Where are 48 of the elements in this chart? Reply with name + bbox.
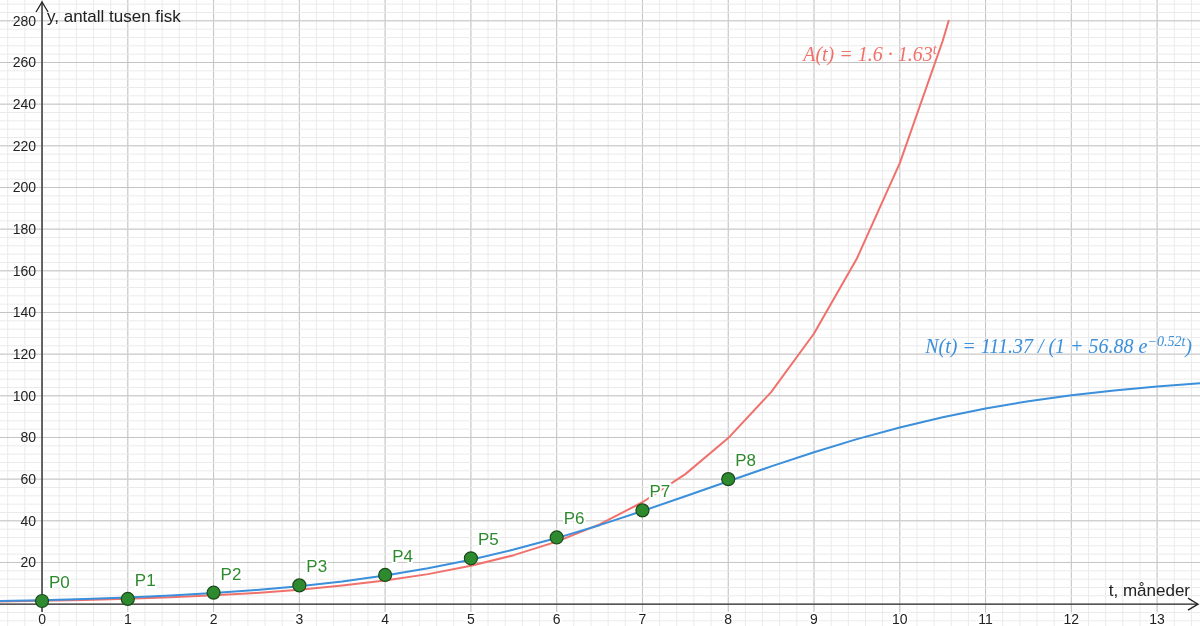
x-tick-label: 7 xyxy=(638,611,647,626)
series-label: N(t) = 111.37 / (1 + 56.88 e$^{−0.52t}$) xyxy=(924,333,1193,359)
y-tick-label: 200 xyxy=(12,179,37,196)
y-tick-label: 40 xyxy=(20,512,37,529)
y-tick-label: 280 xyxy=(12,12,37,29)
y-tick-label: 20 xyxy=(20,554,37,571)
x-tick-label: 3 xyxy=(295,611,304,626)
y-tick-label: 140 xyxy=(12,304,37,321)
annotation: P6 xyxy=(563,509,585,529)
y-tick-label: 220 xyxy=(12,137,37,154)
annotation: P1 xyxy=(134,570,156,590)
y-tick-label: 240 xyxy=(12,96,37,113)
annotation: P0 xyxy=(49,573,70,592)
point xyxy=(635,503,650,518)
y-tick-label: 160 xyxy=(12,262,37,279)
series-label: A(t) = 1.6 · 1.63$^{t}$ xyxy=(801,41,938,66)
point xyxy=(206,585,221,600)
x-tick-label: 12 xyxy=(1063,611,1080,626)
y-tick-label: 180 xyxy=(12,221,37,238)
point xyxy=(120,591,135,607)
point xyxy=(721,472,736,487)
point xyxy=(549,530,564,545)
point xyxy=(34,593,50,609)
x-tick-label: 13 xyxy=(1149,611,1166,626)
x-tick-label: 4 xyxy=(381,611,390,626)
point xyxy=(463,551,479,566)
x-tick-label: 8 xyxy=(724,611,733,626)
point xyxy=(378,567,393,583)
x-tick-label: 10 xyxy=(892,611,908,626)
annotation: P5 xyxy=(477,530,499,550)
annotation: P3 xyxy=(306,557,328,577)
x-tick-label: 2 xyxy=(209,611,218,626)
y-tick-label: 120 xyxy=(12,346,37,363)
y-tick-label: 60 xyxy=(20,471,37,488)
y-tick-label: 80 xyxy=(20,429,37,446)
x-tick-label: 9 xyxy=(810,611,819,626)
x-tick-label: 5 xyxy=(467,611,476,626)
x-tick-label: 1 xyxy=(123,611,132,626)
x-axis-title: t, måneder xyxy=(1108,581,1191,601)
annotation: P4 xyxy=(392,546,413,566)
y-tick-label: 100 xyxy=(12,387,37,404)
point xyxy=(292,578,307,593)
annotation: P2 xyxy=(220,564,242,584)
x-tick-label: 11 xyxy=(978,611,994,626)
x-tick-label: 6 xyxy=(552,611,561,626)
y-axis-title: y, antall tusen fisk xyxy=(47,7,182,26)
y-tick-label: 260 xyxy=(12,54,37,71)
annotation: P8 xyxy=(735,451,757,471)
